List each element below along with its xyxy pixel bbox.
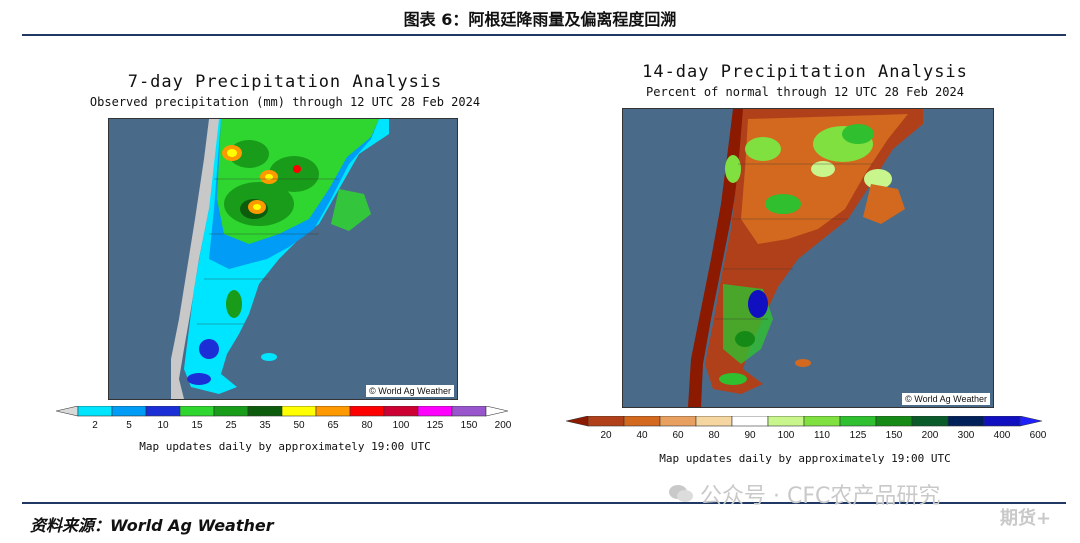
colorbar-swatch	[179, 406, 215, 417]
colorbar-swatch	[77, 406, 113, 417]
map-title-right: 14-day Precipitation Analysis Percent of…	[580, 62, 1030, 99]
colorbar-tick-label: 20	[600, 430, 612, 441]
colorbar-tick-label: 110	[814, 430, 830, 441]
colorbar-tick-label: 60	[672, 430, 684, 441]
colorbar-swatch	[383, 406, 419, 417]
colorbar-swatch	[911, 416, 949, 427]
map-credit: © World Ag Weather	[902, 393, 990, 405]
colorbar-arrow-low	[566, 416, 589, 427]
watermark: 公众号 · CFC农产品研究	[668, 478, 940, 511]
colorbar-arrow-low	[56, 406, 79, 417]
colorbar-tick-label: 40	[636, 430, 648, 441]
colorbar-swatch	[695, 416, 733, 427]
colorbar-tick-label: 100	[393, 420, 410, 431]
colorbar-arrow-high	[1019, 416, 1043, 427]
colorbar-tick-label: 50	[293, 420, 305, 431]
colorbar-left: 2510152535506580100125150200250	[56, 406, 512, 431]
chart-title: 14-day Precipitation Analysis	[642, 62, 968, 82]
colorbar-tick-label: 35	[259, 420, 271, 431]
source-note: 资料来源：World Ag Weather	[30, 516, 274, 535]
colorbar-tick-label: 15	[191, 420, 203, 431]
colorbar-swatch	[111, 406, 147, 417]
colorbar-tick-label: 100	[778, 430, 795, 441]
colorbar-swatch	[587, 416, 625, 427]
colorbar-swatch	[349, 406, 385, 417]
colorbar-swatch	[315, 406, 351, 417]
top-rule	[22, 34, 1066, 36]
colorbar-tick-label: 150	[461, 420, 478, 431]
watermark-text: 公众号 · CFC农产品研究	[700, 484, 941, 509]
colorbar-tick-label: 10	[157, 420, 169, 431]
colorbar-swatch	[803, 416, 841, 427]
colorbar-tick-label: 125	[427, 420, 444, 431]
colorbar-swatch	[213, 406, 249, 417]
precip-map-right: © World Ag Weather	[622, 108, 994, 408]
colorbar-swatch	[839, 416, 877, 427]
colorbar-tick-label: 2	[92, 420, 98, 431]
colorbar-note-left: Map updates daily by approximately 19:00…	[139, 440, 431, 453]
colorbar-swatch	[247, 406, 283, 417]
colorbar-swatch	[767, 416, 805, 427]
colorbar-swatch	[451, 406, 487, 417]
colorbar-swatch	[875, 416, 913, 427]
colorbar-right: 20 40 60 80 90 100 110 125 150 200 300 400 600	[566, 416, 1046, 441]
figure-title: 图表 6：阿根廷降雨量及偏离程度回溯	[403, 10, 677, 29]
colorbar-swatch	[145, 406, 181, 417]
colorbar-swatch	[623, 416, 661, 427]
chart-title: 7-day Precipitation Analysis	[127, 72, 443, 92]
colorbar-tick-label: 300	[958, 430, 975, 441]
colorbar-swatch	[731, 416, 769, 427]
colorbar-swatch	[281, 406, 317, 417]
colorbar-tick-label: 200	[495, 420, 512, 431]
colorbar-tick-label: 600	[1030, 430, 1046, 441]
map-graphic-left	[171, 119, 389, 399]
colorbar-tick-label: 65	[327, 420, 339, 431]
colorbar-tick-label: 125	[850, 430, 867, 441]
colorbar-tick-label: 5	[126, 420, 132, 431]
wechat-icon	[668, 483, 694, 511]
colorbar-tick-label: 80	[361, 420, 373, 431]
colorbar-swatch	[947, 416, 985, 427]
colorbar-swatch	[983, 416, 1021, 427]
watermark-plus: 期货+	[1000, 508, 1052, 529]
precip-map-left: © World Ag Weather	[108, 118, 458, 400]
colorbar-tick-label: 150	[886, 430, 903, 441]
bottom-rule	[22, 502, 1066, 504]
map-graphic-right	[688, 109, 923, 407]
colorbar-tick-label: 25	[225, 420, 237, 431]
map-credit: © World Ag Weather	[366, 385, 454, 397]
map-title-left: 7-day Precipitation Analysis Observed pr…	[60, 72, 510, 109]
colorbar-arrow-high	[485, 406, 509, 417]
colorbar-swatch	[659, 416, 697, 427]
chart-subtitle: Percent of normal through 12 UTC 28 Feb …	[646, 85, 964, 99]
colorbar-tick-label: 90	[744, 430, 756, 441]
colorbar-note-right: Map updates daily by approximately 19:00…	[659, 452, 951, 465]
colorbar-swatch	[417, 406, 453, 417]
colorbar-tick-label: 80	[708, 430, 720, 441]
colorbar-tick-label: 200	[922, 430, 939, 441]
chart-subtitle: Observed precipitation (mm) through 12 U…	[89, 95, 481, 109]
colorbar-tick-label: 400	[994, 430, 1011, 441]
